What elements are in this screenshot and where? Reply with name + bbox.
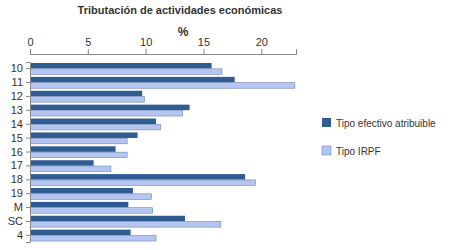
y-tick: SC bbox=[8, 215, 30, 227]
y-tick: 18 bbox=[11, 173, 30, 185]
y-tick: 19 bbox=[11, 187, 30, 199]
y-tick: 12 bbox=[11, 90, 30, 102]
y-tick: 15 bbox=[11, 132, 30, 144]
y-tick-mark bbox=[26, 68, 30, 69]
x-tick: 15 bbox=[198, 36, 210, 54]
bar bbox=[30, 235, 156, 241]
x-tick: 0 bbox=[27, 36, 33, 54]
y-tick: 10 bbox=[11, 62, 30, 74]
bar bbox=[30, 105, 190, 111]
y-tick-mark bbox=[26, 152, 30, 153]
y-tick-label: SC bbox=[8, 215, 23, 227]
legend: Tipo efectivo atribuible Tipo IRPF bbox=[322, 118, 436, 157]
series bbox=[30, 69, 295, 241]
y-tick-label: 10 bbox=[11, 62, 23, 74]
bar bbox=[30, 230, 131, 236]
y-tick-label: 13 bbox=[11, 104, 23, 116]
y-tick-label: 19 bbox=[11, 187, 23, 199]
legend-label: Tipo efectivo atribuible bbox=[336, 118, 436, 129]
y-tick: 4 bbox=[17, 229, 30, 241]
bar bbox=[30, 119, 156, 125]
y-tick-label: 12 bbox=[11, 90, 23, 102]
x-axis: 0 5 10 15 20 bbox=[27, 36, 296, 55]
y-axis-line bbox=[26, 63, 31, 243]
y-tick-label: 14 bbox=[11, 118, 23, 130]
bar bbox=[30, 208, 153, 214]
bar bbox=[30, 124, 161, 130]
title: Tributación de actividades económicas bbox=[78, 4, 283, 16]
y-tick-label: M bbox=[14, 201, 23, 213]
bars bbox=[30, 63, 295, 241]
y-tick-label: 17 bbox=[11, 159, 23, 171]
x-tick-mark bbox=[30, 49, 31, 54]
series bbox=[30, 63, 245, 235]
bar bbox=[30, 91, 142, 97]
legend-swatch bbox=[322, 146, 331, 155]
x-tick: 5 bbox=[85, 36, 91, 54]
y-tick: 16 bbox=[11, 146, 30, 158]
x-tick-label: 10 bbox=[140, 36, 152, 48]
bar bbox=[30, 216, 185, 222]
bar bbox=[30, 202, 128, 208]
y-tick: 11 bbox=[12, 76, 30, 88]
x-axis-label: % bbox=[178, 25, 189, 39]
y-tick-mark bbox=[26, 207, 30, 208]
y-tick-mark bbox=[26, 110, 30, 111]
bar bbox=[30, 222, 221, 228]
y-tick-mark bbox=[26, 124, 30, 125]
y-tick-label: 11 bbox=[12, 76, 23, 88]
x-tick-label: 0 bbox=[27, 36, 33, 48]
y-tick-mark bbox=[26, 165, 30, 166]
x-tick: 20 bbox=[256, 36, 268, 54]
y-tick-mark bbox=[26, 193, 30, 194]
y-tick-mark bbox=[26, 221, 30, 222]
y-tick-label: 18 bbox=[11, 173, 23, 185]
bar bbox=[30, 132, 138, 138]
y-tick: 13 bbox=[11, 104, 30, 116]
bar bbox=[30, 138, 127, 144]
legend-label: Tipo IRPF bbox=[336, 146, 381, 157]
y-tick-mark bbox=[26, 235, 30, 236]
y-tick-label: 16 bbox=[11, 146, 23, 158]
x-tick-mark bbox=[203, 49, 204, 54]
y-tick-mark bbox=[26, 179, 30, 180]
x-tick-mark bbox=[88, 49, 89, 54]
bar bbox=[30, 174, 245, 180]
y-tick: 17 bbox=[11, 159, 30, 171]
y-tick: 14 bbox=[11, 118, 30, 130]
legend-swatch bbox=[322, 118, 331, 127]
y-tick-mark bbox=[26, 82, 30, 83]
bar bbox=[30, 194, 151, 200]
legend-item: Tipo efectivo atribuible bbox=[322, 118, 436, 129]
y-tick-mark bbox=[26, 96, 30, 97]
bar bbox=[30, 83, 295, 89]
x-tick-mark bbox=[261, 49, 262, 54]
bar bbox=[30, 97, 144, 103]
bar bbox=[30, 110, 183, 116]
x-tick-label: 5 bbox=[85, 36, 91, 48]
x-axis-line bbox=[31, 49, 297, 55]
bar bbox=[30, 69, 222, 75]
bar bbox=[30, 146, 116, 152]
y-axis: 10 11 12 13 14 15 1617 18 19 M SC 4 bbox=[8, 62, 31, 242]
bar bbox=[30, 77, 235, 83]
bar bbox=[30, 166, 111, 172]
bar bbox=[30, 160, 94, 166]
x-tick-label: 15 bbox=[198, 36, 210, 48]
bar bbox=[30, 63, 212, 69]
bar bbox=[30, 188, 133, 194]
chart: Tributación de actividades económicas% 0 5… bbox=[0, 0, 450, 250]
x-tick: 10 bbox=[140, 36, 152, 54]
y-tick-label: 4 bbox=[17, 229, 23, 241]
y-tick-mark bbox=[26, 138, 30, 139]
bar bbox=[30, 152, 127, 158]
bar bbox=[30, 180, 256, 186]
x-tick-label: 20 bbox=[256, 36, 268, 48]
y-tick-label: 15 bbox=[11, 132, 23, 144]
legend-item: Tipo IRPF bbox=[322, 146, 381, 157]
x-tick-mark bbox=[146, 49, 147, 54]
y-tick: M bbox=[14, 201, 30, 213]
